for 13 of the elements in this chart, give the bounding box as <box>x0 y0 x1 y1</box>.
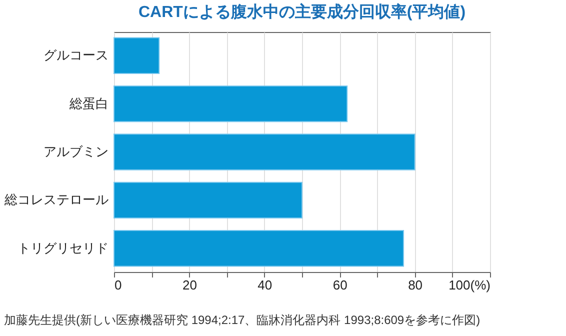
x-tick-label: 60 <box>332 278 348 292</box>
text: 加藤先生提供(新しい医療機器研究 1994;2:17、臨牀消化器内科 1993;8:609を参考に作図) <box>4 312 482 329</box>
y-tick-label: トリグリセリド <box>18 240 108 256</box>
x-tick-label: 100(%) <box>448 278 490 292</box>
y-tick-label: アルブミン <box>44 144 108 159</box>
x-tick-label: 0 <box>114 278 122 292</box>
y-tick-label: グルコース <box>44 48 108 63</box>
x-tick-label: 80 <box>408 278 423 292</box>
x-tick-label: 20 <box>182 278 197 292</box>
chart-title: CARTによる腹水中の主要成分回収率(平均値) <box>138 2 466 21</box>
y-tick-label: 総蛋白 <box>68 96 108 111</box>
y-tick-label: 総コレステロール <box>4 192 108 208</box>
x-tick-label: 40 <box>258 278 272 292</box>
